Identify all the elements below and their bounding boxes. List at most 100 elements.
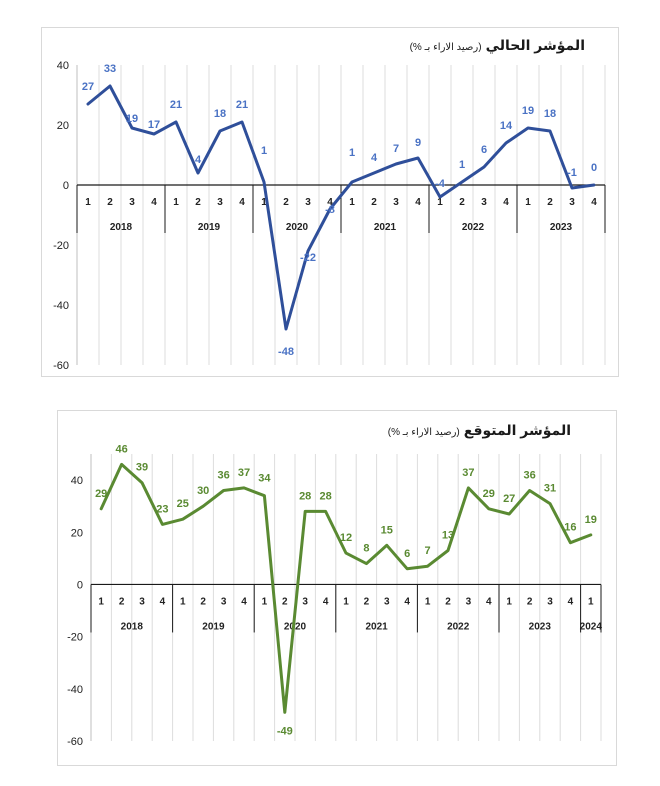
quarter-tick-label: 3 (569, 197, 575, 208)
quarter-tick-label: 3 (305, 197, 311, 208)
quarter-tick-label: 1 (506, 596, 512, 607)
expected-index-chart-panel: المؤشر المتوقع(رصيد الاراء بـ %) 40 20 0 -2… (57, 410, 617, 766)
quarter-tick-label: 1 (343, 596, 349, 607)
data-label: 36 (217, 470, 229, 482)
quarter-tick-label: 1 (180, 596, 186, 607)
data-label: -22 (300, 252, 316, 264)
series-line (86, 84, 596, 331)
data-label: 34 (258, 473, 271, 485)
quarter-tick-label: 1 (85, 197, 91, 208)
data-label: 37 (462, 467, 474, 479)
current-chart-title: المؤشر الحالي (485, 37, 585, 53)
quarter-tick-label: 3 (547, 596, 553, 607)
y-tick-label: 20 (57, 120, 69, 132)
data-label: 25 (177, 498, 189, 510)
quarter-tick-label: 2 (364, 596, 370, 607)
quarter-tick-label: 3 (129, 197, 135, 208)
quarter-tick-label: 4 (239, 197, 245, 208)
current-chart-subtitle: (رصيد الاراء بـ %) (409, 42, 482, 53)
current-index-chart-panel: المؤشر الحالي(رصيد الاراء بـ %) 40 20 0 -20… (41, 27, 619, 377)
quarter-tick-label: 1 (588, 596, 594, 607)
quarter-tick-label: 2 (459, 197, 465, 208)
data-label: 27 (82, 81, 94, 93)
quarter-tick-label: 2 (200, 596, 206, 607)
year-tick-label: 2022 (447, 621, 470, 632)
year-tick-label: 2018 (121, 621, 144, 632)
quarter-tick-label: 1 (349, 197, 355, 208)
data-label: 28 (299, 490, 311, 502)
year-tick-label: 2023 (550, 222, 573, 233)
quarter-tick-label: 4 (591, 197, 597, 208)
y-tick-label: 40 (57, 60, 69, 72)
data-label: 1 (261, 145, 267, 157)
data-label: 31 (544, 483, 556, 495)
data-label: 16 (564, 522, 576, 534)
year-tick-label: 2018 (110, 222, 133, 233)
year-tick-label: 2020 (286, 222, 309, 233)
data-label: 27 (503, 493, 515, 505)
quarter-tick-label: 2 (195, 197, 201, 208)
data-label: 14 (500, 120, 513, 132)
quarter-tick-label: 4 (404, 596, 410, 607)
quarter-tick-label: 3 (302, 596, 308, 607)
series-line (99, 462, 593, 714)
y-tick-label: -40 (53, 300, 69, 312)
data-label: 6 (481, 144, 487, 156)
data-label: 36 (523, 470, 535, 482)
expected-chart-subtitle: (رصيد الاراء بـ %) (387, 427, 460, 438)
quarter-tick-label: 2 (283, 197, 289, 208)
year-tick-label: 2022 (462, 222, 485, 233)
year-tick-label: 2021 (365, 621, 388, 632)
y-tick-label: -60 (53, 360, 69, 372)
quarter-tick-label: 4 (151, 197, 157, 208)
data-label: 19 (585, 514, 597, 526)
quarter-tick-label: 3 (217, 197, 223, 208)
data-label: 33 (104, 63, 116, 75)
data-label: -1 (567, 167, 577, 179)
quarter-tick-label: 1 (525, 197, 531, 208)
year-tick-label: 2021 (374, 222, 397, 233)
data-label: 6 (404, 548, 410, 560)
expected-chart-title: المؤشر المتوقع (463, 422, 571, 438)
data-label: 12 (340, 532, 352, 544)
quarter-tick-label: 4 (415, 197, 421, 208)
data-label: 39 (136, 462, 148, 474)
year-tick-label: 2024 (580, 621, 603, 632)
quarter-tick-label: 4 (486, 596, 492, 607)
year-tick-label: 2019 (198, 222, 221, 233)
quarter-tick-label: 3 (393, 197, 399, 208)
y-tick-label: 40 (71, 475, 83, 487)
quarter-tick-label: 4 (241, 596, 247, 607)
data-label: 23 (156, 503, 168, 515)
data-label: 30 (197, 485, 209, 497)
data-label: 28 (319, 490, 331, 502)
data-label: 7 (393, 143, 399, 155)
quarter-tick-label: 4 (160, 596, 166, 607)
quarter-tick-label: 2 (282, 596, 288, 607)
year-tick-label: 2020 (284, 621, 307, 632)
quarter-tick-label: 3 (481, 197, 487, 208)
data-label: 13 (442, 530, 454, 542)
year-tick-label: 2019 (202, 621, 225, 632)
data-label: 1 (459, 159, 465, 171)
quarter-tick-label: 4 (503, 197, 509, 208)
y-tick-label: -40 (67, 684, 83, 696)
quarter-tick-label: 3 (384, 596, 390, 607)
data-label: 21 (170, 99, 182, 111)
quarter-tick-label: 4 (323, 596, 329, 607)
data-label: 4 (195, 154, 202, 166)
y-tick-label: -20 (53, 240, 69, 252)
quarter-tick-label: 1 (262, 596, 268, 607)
quarter-tick-label: 1 (261, 197, 267, 208)
current-chart-title-block: المؤشر الحالي(رصيد الاراء بـ %) (410, 37, 585, 55)
data-label: -48 (278, 346, 294, 358)
data-label: -8 (325, 204, 335, 216)
data-label: 18 (544, 108, 556, 120)
y-tick-label: -60 (67, 736, 83, 748)
expected-chart-title-block: المؤشر المتوقع(رصيد الاراء بـ %) (388, 422, 571, 440)
quarter-tick-label: 1 (173, 197, 179, 208)
y-tick-label: 20 (71, 527, 83, 539)
quarter-tick-label: 1 (98, 596, 104, 607)
data-label: 1 (349, 147, 355, 159)
